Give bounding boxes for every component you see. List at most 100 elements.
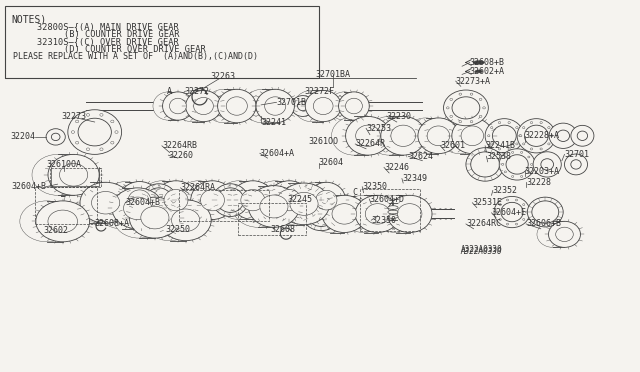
Ellipse shape bbox=[305, 90, 341, 122]
Text: 32230: 32230 bbox=[387, 112, 412, 121]
Text: A322A0330: A322A0330 bbox=[461, 247, 502, 256]
Ellipse shape bbox=[217, 181, 260, 219]
Ellipse shape bbox=[119, 182, 160, 219]
Text: NOTES): NOTES) bbox=[12, 14, 47, 24]
Ellipse shape bbox=[172, 209, 200, 231]
Ellipse shape bbox=[346, 98, 362, 114]
Ellipse shape bbox=[68, 110, 122, 154]
Ellipse shape bbox=[502, 163, 504, 166]
Ellipse shape bbox=[524, 125, 548, 147]
Text: 3261OO: 3261OO bbox=[308, 137, 339, 146]
Ellipse shape bbox=[508, 148, 510, 150]
Ellipse shape bbox=[346, 116, 390, 155]
Ellipse shape bbox=[113, 197, 164, 238]
Ellipse shape bbox=[459, 121, 461, 123]
Ellipse shape bbox=[200, 189, 225, 211]
Ellipse shape bbox=[291, 96, 314, 116]
Ellipse shape bbox=[506, 155, 528, 174]
Text: 32608+A: 32608+A bbox=[95, 219, 130, 228]
Ellipse shape bbox=[519, 135, 521, 137]
Ellipse shape bbox=[499, 148, 500, 150]
Ellipse shape bbox=[517, 119, 556, 153]
Ellipse shape bbox=[296, 182, 334, 218]
Ellipse shape bbox=[548, 143, 550, 145]
Text: 32604+A: 32604+A bbox=[260, 149, 295, 158]
Text: 32264RC: 32264RC bbox=[466, 219, 501, 228]
Ellipse shape bbox=[355, 195, 400, 232]
Text: 32606+B: 32606+B bbox=[526, 219, 561, 228]
Ellipse shape bbox=[217, 188, 244, 212]
Text: 32608+B: 32608+B bbox=[470, 58, 505, 67]
Ellipse shape bbox=[144, 200, 195, 241]
Ellipse shape bbox=[298, 101, 308, 111]
Text: 32228+A: 32228+A bbox=[525, 131, 560, 140]
Ellipse shape bbox=[447, 107, 449, 109]
Ellipse shape bbox=[548, 126, 550, 129]
Ellipse shape bbox=[332, 204, 356, 224]
Ellipse shape bbox=[20, 201, 74, 242]
Text: 32602+A: 32602+A bbox=[470, 67, 505, 76]
Ellipse shape bbox=[177, 181, 220, 219]
Ellipse shape bbox=[205, 89, 243, 123]
Ellipse shape bbox=[48, 154, 99, 195]
Text: 32204: 32204 bbox=[10, 132, 35, 141]
Ellipse shape bbox=[418, 118, 459, 154]
Ellipse shape bbox=[497, 211, 499, 213]
Ellipse shape bbox=[253, 181, 297, 219]
Ellipse shape bbox=[550, 135, 553, 137]
Ellipse shape bbox=[51, 133, 60, 141]
Ellipse shape bbox=[141, 184, 177, 217]
Ellipse shape bbox=[105, 182, 146, 219]
Ellipse shape bbox=[466, 148, 504, 181]
Ellipse shape bbox=[86, 148, 90, 151]
Ellipse shape bbox=[191, 181, 234, 219]
Text: (B) COUNTER DRIVE GEAR: (B) COUNTER DRIVE GEAR bbox=[64, 30, 179, 39]
Ellipse shape bbox=[557, 130, 570, 141]
Ellipse shape bbox=[367, 116, 412, 155]
Ellipse shape bbox=[96, 188, 147, 229]
Ellipse shape bbox=[46, 129, 65, 145]
Ellipse shape bbox=[450, 115, 452, 118]
Ellipse shape bbox=[556, 227, 573, 241]
Ellipse shape bbox=[388, 206, 398, 209]
Text: 32310S—{(C) OVER DRIVE GEAR: 32310S—{(C) OVER DRIVE GEAR bbox=[37, 37, 179, 46]
Ellipse shape bbox=[501, 202, 523, 222]
Ellipse shape bbox=[154, 181, 198, 219]
Text: 32604: 32604 bbox=[319, 158, 344, 167]
Ellipse shape bbox=[186, 90, 221, 122]
Ellipse shape bbox=[511, 151, 514, 153]
Ellipse shape bbox=[471, 152, 499, 177]
Text: 32241B: 32241B bbox=[485, 141, 515, 150]
Ellipse shape bbox=[373, 195, 418, 232]
Ellipse shape bbox=[329, 92, 360, 120]
Ellipse shape bbox=[76, 120, 79, 123]
Ellipse shape bbox=[265, 97, 285, 115]
Ellipse shape bbox=[194, 97, 213, 115]
Ellipse shape bbox=[491, 126, 493, 129]
Text: 32604+E: 32604+E bbox=[492, 208, 527, 217]
Ellipse shape bbox=[307, 182, 346, 218]
Ellipse shape bbox=[528, 156, 530, 158]
Ellipse shape bbox=[492, 125, 516, 147]
Ellipse shape bbox=[391, 125, 415, 147]
Ellipse shape bbox=[129, 197, 180, 238]
Ellipse shape bbox=[397, 204, 422, 224]
Ellipse shape bbox=[112, 188, 163, 229]
Text: 32264RA: 32264RA bbox=[180, 183, 216, 192]
Text: 32228: 32228 bbox=[526, 178, 551, 187]
Ellipse shape bbox=[515, 199, 518, 201]
Ellipse shape bbox=[332, 116, 376, 155]
Ellipse shape bbox=[100, 113, 103, 116]
Ellipse shape bbox=[499, 203, 501, 206]
Ellipse shape bbox=[452, 118, 493, 154]
Text: PLEASE REPLACE WITH A SET OF  (A)AND(B),(C)AND(D): PLEASE REPLACE WITH A SET OF (A)AND(B),(… bbox=[13, 52, 258, 61]
Ellipse shape bbox=[540, 122, 542, 124]
Ellipse shape bbox=[290, 192, 318, 215]
Text: 32610OA: 32610OA bbox=[47, 160, 81, 169]
Text: A322A0330: A322A0330 bbox=[461, 246, 502, 254]
Text: 32602: 32602 bbox=[44, 226, 69, 235]
Ellipse shape bbox=[248, 186, 300, 227]
Ellipse shape bbox=[124, 197, 152, 219]
Text: 32349: 32349 bbox=[402, 174, 427, 183]
Ellipse shape bbox=[227, 97, 248, 115]
